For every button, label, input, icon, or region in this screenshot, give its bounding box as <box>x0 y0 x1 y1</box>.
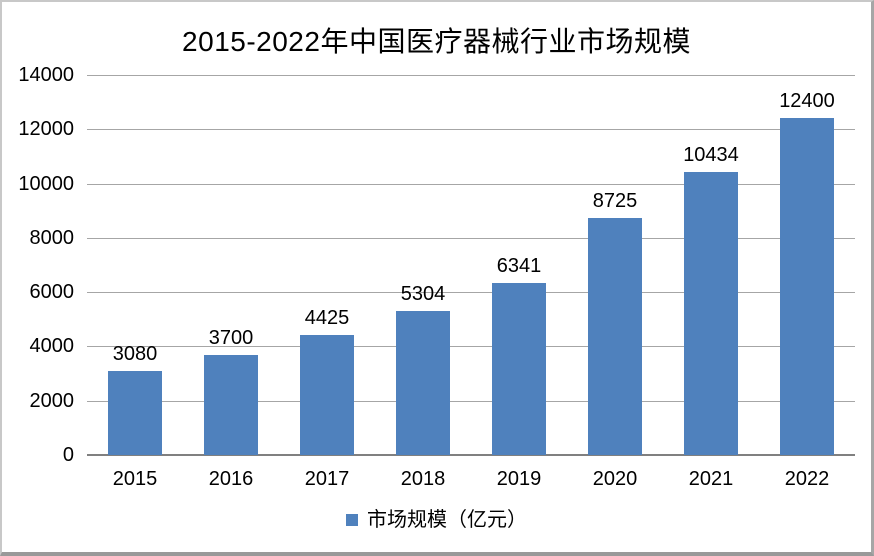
y-axis-tick-label: 6000 <box>29 281 75 304</box>
bar-2020 <box>588 218 642 455</box>
y-axis-tick-label: 2000 <box>29 389 75 412</box>
legend: 市场规模（亿元） <box>2 505 871 535</box>
bar-value-label: 12400 <box>779 90 835 112</box>
y-axis-tick-label: 8000 <box>29 226 75 249</box>
bar-value-label: 10434 <box>683 144 739 166</box>
x-axis-tick-label: 2022 <box>784 468 830 490</box>
plot-area: 3080 3700 4425 5304 6341 8725 10434 12400 <box>87 75 855 456</box>
chart-title: 2015-2022年中国医疗器械行业市场规模 <box>182 26 691 57</box>
gridline <box>87 292 855 294</box>
gridline <box>87 400 855 402</box>
bar-2022 <box>780 118 834 455</box>
bar-2021 <box>684 172 738 455</box>
bar-2017 <box>300 335 354 455</box>
bar-value-label: 5304 <box>400 283 446 305</box>
bar-2015 <box>108 371 162 455</box>
x-axis-tick-label: 2015 <box>112 468 158 490</box>
bar-2018 <box>396 311 450 455</box>
x-axis-tick-label: 2017 <box>304 468 350 490</box>
y-axis-tick-label: 10000 <box>18 172 74 195</box>
bar-2019 <box>492 283 546 455</box>
legend-label: 市场规模（亿元） <box>367 509 527 531</box>
y-axis: 0 2000 4000 6000 8000 10000 12000 14000 <box>2 65 75 465</box>
x-axis-line <box>87 454 855 456</box>
x-axis-tick-label: 2020 <box>592 468 638 490</box>
bar-value-label: 6341 <box>496 255 542 277</box>
x-axis-tick-label: 2018 <box>400 468 446 490</box>
bar-value-label: 3700 <box>208 327 254 349</box>
gridline <box>87 75 855 76</box>
x-axis: 2015 2016 2017 2018 2019 2020 2021 2022 <box>87 466 855 492</box>
legend-marker-icon <box>346 514 358 526</box>
gridline <box>87 237 855 239</box>
y-axis-tick-label: 14000 <box>18 64 74 86</box>
bar-value-label: 4425 <box>304 307 350 329</box>
bar-2016 <box>204 355 258 455</box>
y-axis-tick-label: 4000 <box>29 335 75 358</box>
gridline <box>87 346 855 348</box>
x-axis-tick-label: 2019 <box>496 468 542 490</box>
gridline <box>87 183 855 185</box>
bar-value-label: 3080 <box>112 343 158 365</box>
x-axis-tick-label: 2021 <box>688 468 734 490</box>
y-axis-tick-label: 12000 <box>18 118 74 141</box>
gridline <box>87 129 855 131</box>
bar-value-label: 8725 <box>592 190 638 212</box>
y-axis-tick-label: 0 <box>62 444 74 466</box>
x-axis-tick-label: 2016 <box>208 468 254 490</box>
